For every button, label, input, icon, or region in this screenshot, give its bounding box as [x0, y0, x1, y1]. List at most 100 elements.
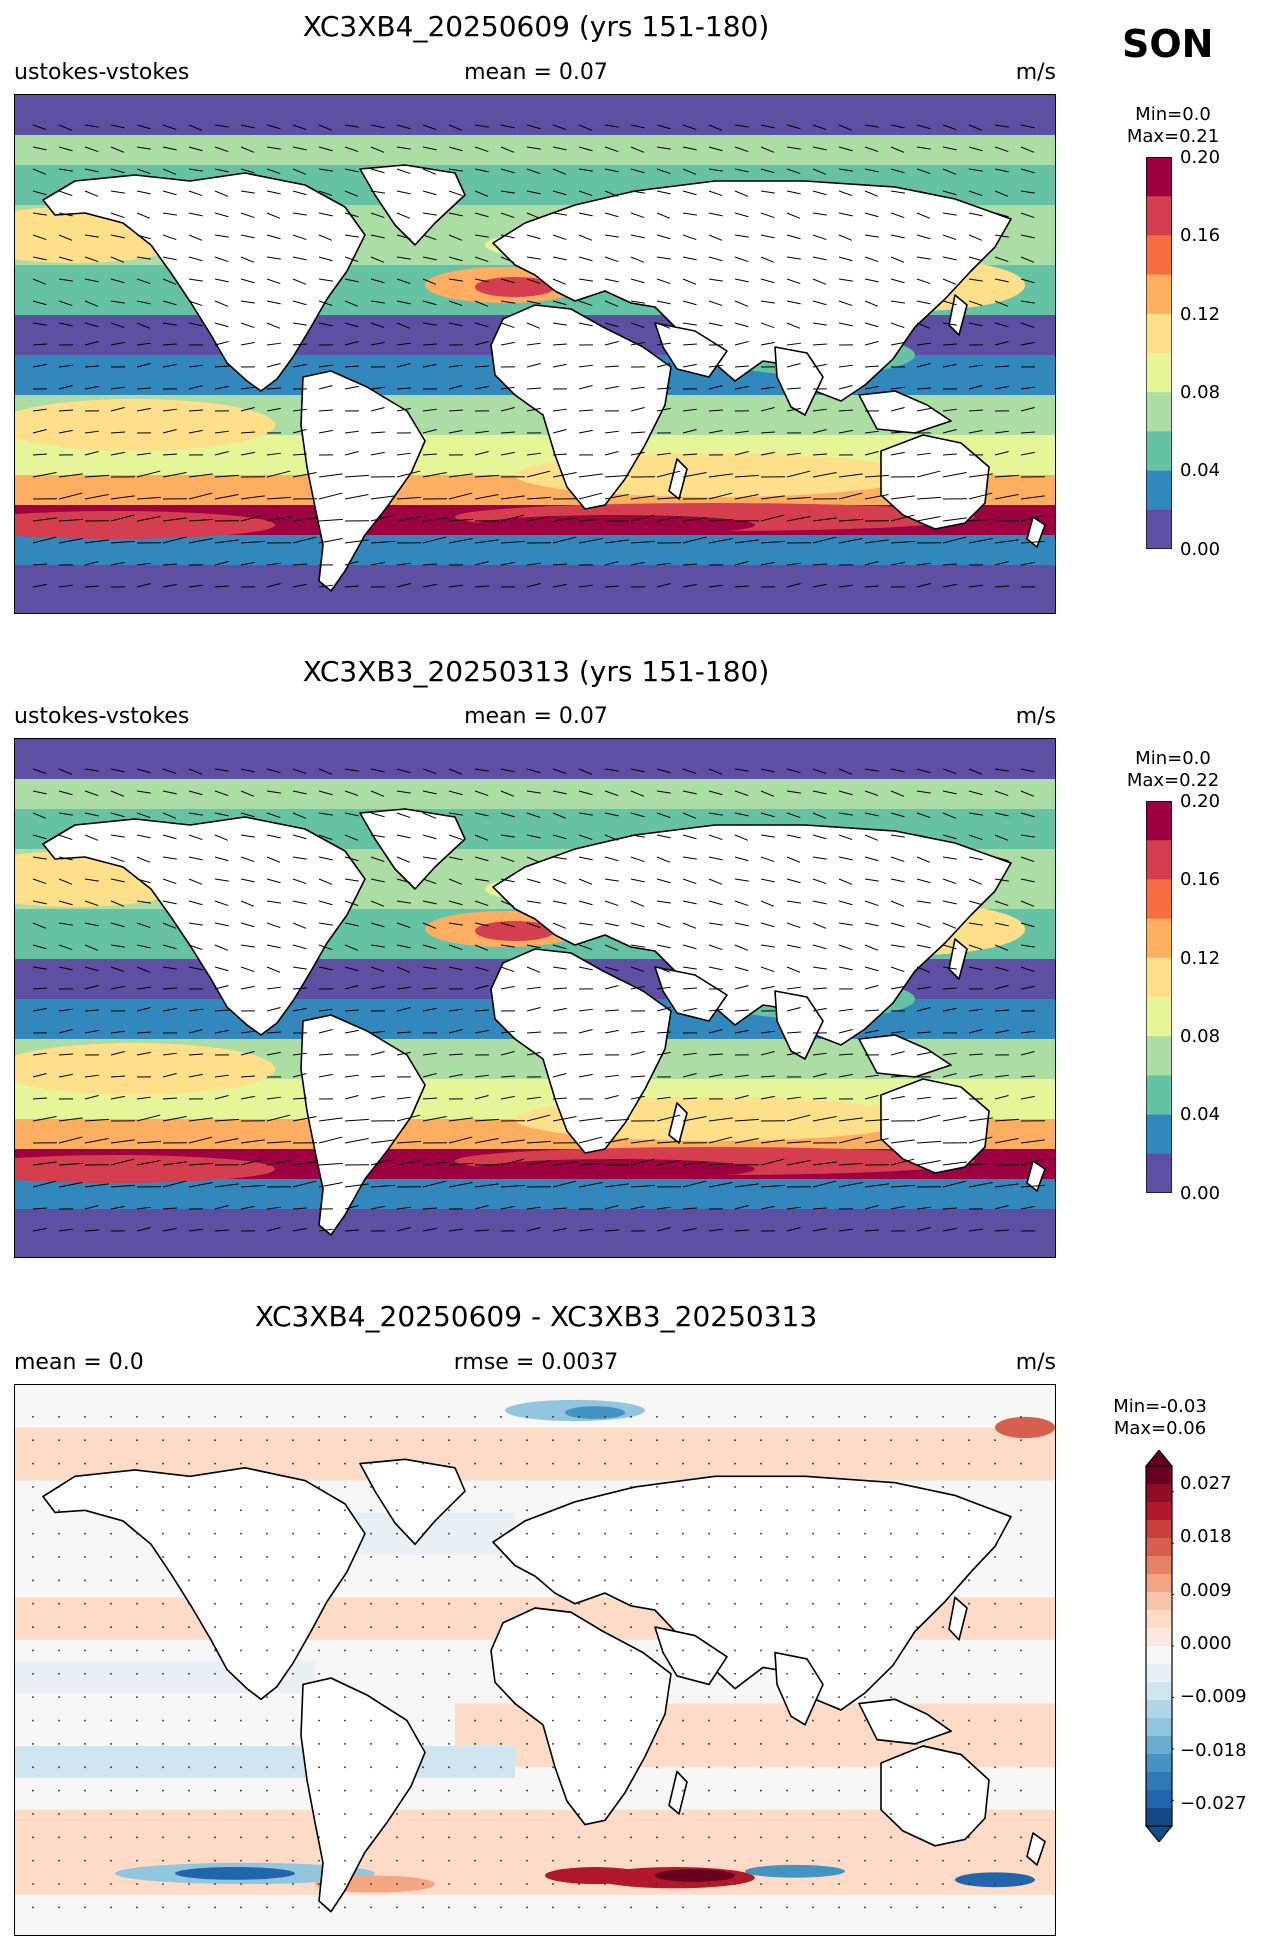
vector-dot [136, 1696, 138, 1699]
vector-dot [578, 1579, 580, 1582]
vector-dot [292, 1415, 294, 1418]
vector-arrow [604, 1205, 619, 1210]
vector-arrow [526, 900, 541, 904]
vector-arrow [396, 407, 411, 412]
vector-dot [682, 1742, 684, 1745]
vector-dot [240, 1672, 242, 1675]
vector-arrow [110, 495, 135, 500]
vector-dot [994, 1696, 996, 1699]
vector-dot [318, 1766, 320, 1769]
vector-arrow [474, 256, 489, 263]
vector-dot [266, 1719, 268, 1722]
vector-dot [786, 1649, 788, 1652]
vector-arrow [656, 790, 671, 794]
vector-arrow [552, 922, 567, 929]
vector-dot [578, 1485, 580, 1488]
vector-arrow [682, 212, 697, 216]
vector-dot [240, 1789, 242, 1792]
vector-dot [760, 1602, 762, 1605]
vector-dot [136, 1859, 138, 1862]
vector-arrow [682, 768, 697, 775]
vector-dot [370, 1439, 372, 1442]
vector-arrow [32, 190, 47, 196]
vector-dot [604, 1649, 606, 1652]
vector-dot [474, 1485, 476, 1488]
vector-dot [448, 1719, 450, 1722]
field-blob [565, 1406, 625, 1419]
vector-arrow [448, 168, 463, 172]
vector-dot [500, 1859, 502, 1862]
vector-arrow [240, 514, 265, 522]
vector-dot [552, 1859, 554, 1862]
vector-arrow [630, 878, 645, 883]
vector-arrow [58, 944, 73, 951]
vector-arrow [136, 878, 151, 884]
vector-dot [630, 1532, 632, 1535]
vector-arrow [500, 1139, 525, 1144]
vector-dot [578, 1883, 580, 1885]
vector-arrow [864, 985, 879, 990]
vector-arrow [838, 429, 853, 434]
vector-arrow [396, 322, 411, 329]
vector-arrow [968, 234, 983, 241]
vector-dot [812, 1485, 814, 1488]
vector-arrow [890, 514, 915, 522]
vector-arrow [578, 124, 593, 131]
vector-arrow [812, 256, 827, 261]
vector-dot [266, 1696, 268, 1699]
vector-arrow [136, 322, 151, 329]
vector-arrow [578, 1228, 593, 1232]
vector-arrow [552, 1073, 567, 1078]
vector-dot [58, 1836, 60, 1839]
vector-dot [448, 1906, 450, 1909]
vector-dot [890, 1626, 892, 1629]
vector-arrow [786, 452, 801, 456]
vector-arrow [734, 834, 749, 841]
vector-arrow [942, 190, 957, 196]
vector-arrow [474, 474, 499, 478]
vector-dot [942, 1883, 944, 1885]
vector-arrow [760, 407, 775, 412]
vector-arrow [32, 922, 47, 929]
vector-dot [422, 1836, 424, 1839]
vector-dot [344, 1462, 346, 1465]
vector-dot [110, 1626, 112, 1629]
vector-dot [838, 1556, 840, 1558]
vector-dot [604, 1672, 606, 1675]
vector-dot [240, 1696, 242, 1699]
vector-arrow [526, 146, 541, 150]
vector-dot [942, 1509, 944, 1512]
vector-dot [162, 1742, 164, 1745]
vector-arrow [1020, 1205, 1035, 1210]
vector-dot [214, 1766, 216, 1769]
vector-dot [1020, 1742, 1022, 1745]
vector-arrow [552, 1115, 577, 1122]
vector-arrow [812, 812, 827, 819]
vector-arrow [344, 1205, 359, 1210]
vector-dot [448, 1766, 450, 1769]
vector-dot [1020, 1672, 1022, 1675]
vector-arrow [708, 322, 723, 327]
vector-arrow [760, 1184, 785, 1188]
vector-arrow [1020, 878, 1035, 883]
vector-arrow [474, 278, 489, 283]
vector-arrow [812, 234, 827, 241]
vector-arrow [318, 518, 343, 522]
vector-arrow [240, 190, 255, 194]
vector-dot [890, 1836, 892, 1839]
vector-dot [84, 1672, 86, 1675]
vector-arrow [682, 343, 698, 346]
vector-dot [474, 1672, 476, 1675]
vector-arrow [968, 944, 983, 951]
vector-arrow [838, 1008, 853, 1012]
vector-arrow [812, 1180, 837, 1188]
vector-arrow [370, 341, 385, 346]
vector-dot [188, 1579, 190, 1582]
vector-dot [734, 1859, 736, 1862]
vector-dot [188, 1626, 190, 1629]
vector-dot [786, 1789, 788, 1792]
vector-arrow [422, 517, 447, 522]
vector-arrow [890, 407, 905, 412]
vector-arrow [344, 985, 359, 990]
vector-arrow [396, 1051, 411, 1056]
